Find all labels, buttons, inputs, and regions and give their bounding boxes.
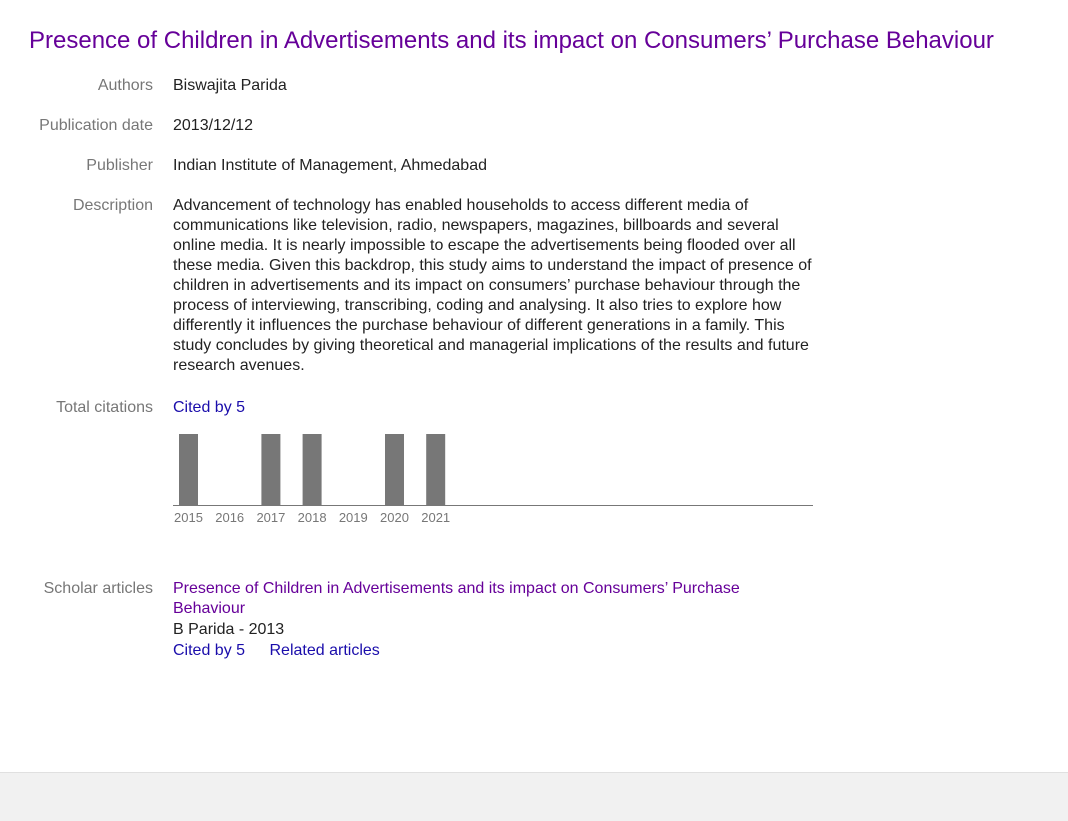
- citation-page: Presence of Children in Advertisements a…: [29, 27, 994, 659]
- total-citations-label: Total citations: [56, 399, 153, 416]
- article-title-link[interactable]: Presence of Children in Advertisements a…: [29, 27, 994, 54]
- description-text: Advancement of technology has enabled ho…: [173, 197, 812, 374]
- scholar-article-author-year: B Parida - 2013: [173, 621, 285, 638]
- citation-bar-2015[interactable]: [179, 434, 198, 505]
- scholar-article-title-link[interactable]: Presence of Children in Advertisements a…: [173, 580, 740, 617]
- publisher-value: Indian Institute of Management, Ahmedaba…: [173, 157, 487, 174]
- scholar-articles-label: Scholar articles: [43, 580, 153, 597]
- year-tick-2017: 2017: [256, 510, 285, 525]
- citation-bar-2021[interactable]: [426, 434, 446, 505]
- scholar-cited-by-link[interactable]: Cited by 5: [173, 642, 246, 659]
- footer-bar: [0, 772, 1068, 821]
- publisher-label: Publisher: [86, 157, 153, 174]
- year-tick-2021: 2021: [421, 510, 450, 525]
- year-tick-2018: 2018: [298, 510, 327, 525]
- publication-date-label: Publication date: [39, 117, 153, 134]
- citations-bar-chart: 2015 2016 2017 2018 2019 2020 2021: [173, 434, 813, 525]
- authors-label: Authors: [97, 77, 153, 94]
- year-tick-2019: 2019: [339, 510, 368, 525]
- citation-bar-2018[interactable]: [302, 434, 322, 505]
- publication-date-value: 2013/12/12: [173, 117, 254, 134]
- cited-by-link[interactable]: Cited by 5: [173, 399, 246, 416]
- related-articles-link[interactable]: Related articles: [269, 642, 380, 659]
- authors-value: Biswajita Parida: [173, 77, 287, 94]
- year-tick-2020: 2020: [380, 510, 409, 525]
- year-tick-2016: 2016: [215, 510, 244, 525]
- citation-bar-2020[interactable]: [385, 434, 404, 505]
- year-tick-2015: 2015: [174, 510, 203, 525]
- description-label: Description: [72, 197, 153, 214]
- citation-bar-2017[interactable]: [261, 434, 281, 505]
